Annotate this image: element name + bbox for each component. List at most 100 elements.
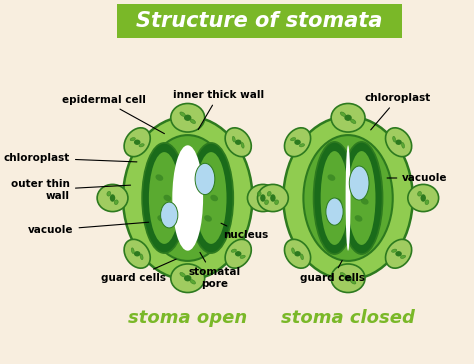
Ellipse shape [294, 139, 301, 145]
Ellipse shape [350, 119, 356, 123]
Ellipse shape [292, 248, 294, 254]
Ellipse shape [341, 142, 383, 254]
Ellipse shape [190, 119, 196, 123]
Text: vacuole: vacuole [28, 222, 149, 235]
Ellipse shape [247, 185, 278, 211]
Ellipse shape [260, 194, 265, 202]
Ellipse shape [149, 152, 180, 244]
Ellipse shape [110, 194, 115, 202]
Ellipse shape [225, 240, 251, 268]
Ellipse shape [314, 142, 356, 254]
Ellipse shape [134, 251, 140, 257]
Text: chloroplast: chloroplast [4, 153, 137, 163]
Ellipse shape [232, 136, 235, 142]
Ellipse shape [291, 138, 296, 141]
Ellipse shape [171, 264, 205, 293]
Ellipse shape [283, 116, 413, 280]
Ellipse shape [344, 115, 352, 121]
Ellipse shape [401, 255, 406, 258]
Ellipse shape [97, 185, 128, 211]
Ellipse shape [240, 255, 245, 258]
Ellipse shape [348, 151, 375, 245]
Ellipse shape [143, 135, 232, 261]
Ellipse shape [395, 139, 402, 145]
Ellipse shape [157, 215, 165, 222]
Ellipse shape [294, 251, 301, 257]
Ellipse shape [328, 174, 335, 181]
Ellipse shape [418, 191, 421, 196]
Ellipse shape [134, 139, 140, 145]
Ellipse shape [340, 112, 346, 116]
Text: chloroplast: chloroplast [365, 93, 431, 130]
Ellipse shape [385, 240, 411, 268]
Ellipse shape [130, 138, 136, 141]
Ellipse shape [139, 144, 144, 147]
Ellipse shape [303, 135, 393, 261]
Ellipse shape [385, 128, 411, 157]
Ellipse shape [340, 272, 346, 277]
Ellipse shape [257, 191, 261, 196]
Ellipse shape [420, 194, 426, 202]
Ellipse shape [408, 185, 438, 211]
Ellipse shape [350, 280, 356, 284]
Ellipse shape [346, 145, 351, 251]
Ellipse shape [264, 200, 268, 205]
Ellipse shape [392, 249, 397, 252]
Ellipse shape [284, 240, 310, 268]
Ellipse shape [301, 254, 303, 260]
Ellipse shape [328, 215, 335, 222]
Ellipse shape [196, 152, 227, 244]
Ellipse shape [225, 128, 251, 157]
Ellipse shape [274, 200, 279, 205]
Text: stomatal
pore: stomatal pore [189, 252, 241, 289]
Text: stoma closed: stoma closed [281, 309, 415, 327]
Ellipse shape [172, 145, 203, 251]
Ellipse shape [155, 174, 163, 181]
Ellipse shape [204, 215, 212, 222]
Ellipse shape [355, 174, 363, 181]
Ellipse shape [392, 136, 396, 142]
Text: guard cells: guard cells [101, 259, 176, 283]
Ellipse shape [184, 275, 191, 281]
Ellipse shape [270, 194, 275, 202]
Ellipse shape [401, 142, 404, 148]
Ellipse shape [180, 272, 185, 277]
Ellipse shape [114, 200, 118, 205]
Ellipse shape [331, 264, 365, 293]
Text: guard cells: guard cells [300, 260, 365, 283]
Ellipse shape [131, 248, 134, 254]
Ellipse shape [331, 103, 365, 132]
FancyBboxPatch shape [117, 4, 401, 38]
Ellipse shape [284, 128, 310, 157]
Text: inner thick wall: inner thick wall [173, 90, 264, 130]
Ellipse shape [161, 202, 178, 228]
Ellipse shape [180, 112, 185, 116]
Ellipse shape [349, 166, 369, 200]
Ellipse shape [300, 144, 305, 147]
Ellipse shape [171, 103, 205, 132]
Ellipse shape [257, 185, 288, 211]
Ellipse shape [326, 198, 343, 225]
Text: epidermal cell: epidermal cell [62, 95, 164, 134]
Ellipse shape [107, 191, 111, 196]
Ellipse shape [241, 142, 244, 148]
Ellipse shape [140, 254, 143, 260]
Text: outer thin
wall: outer thin wall [11, 179, 130, 201]
Ellipse shape [320, 151, 348, 245]
Text: vacuole: vacuole [387, 173, 448, 183]
Ellipse shape [164, 195, 171, 201]
Ellipse shape [195, 163, 215, 195]
Ellipse shape [425, 200, 429, 205]
Ellipse shape [334, 198, 341, 205]
Ellipse shape [344, 275, 352, 281]
Ellipse shape [142, 143, 186, 253]
Text: Structure of stomata: Structure of stomata [136, 11, 383, 31]
Ellipse shape [189, 143, 233, 253]
Ellipse shape [202, 174, 210, 181]
Ellipse shape [124, 128, 150, 157]
Ellipse shape [235, 139, 241, 145]
Ellipse shape [210, 195, 218, 201]
Ellipse shape [231, 249, 237, 252]
Ellipse shape [124, 240, 150, 268]
Ellipse shape [355, 215, 363, 222]
